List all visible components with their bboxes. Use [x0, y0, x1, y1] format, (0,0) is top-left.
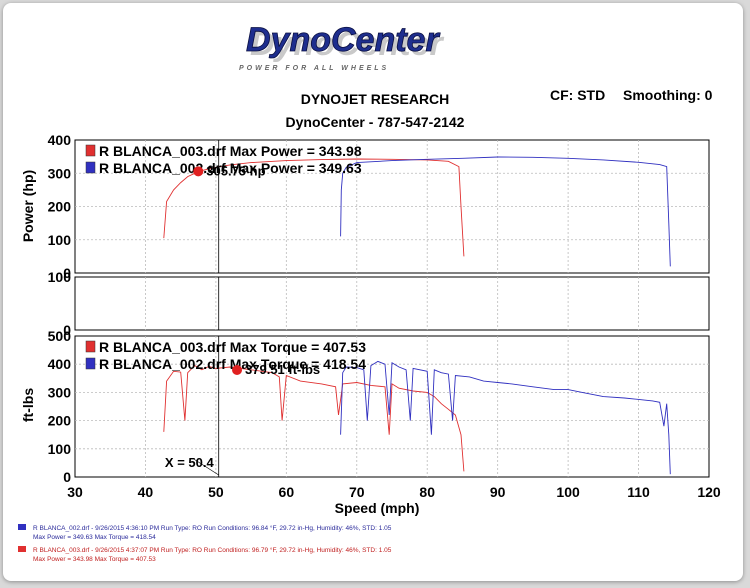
series-line-power — [340, 156, 671, 267]
panel-middle: 0 100 — [48, 269, 710, 338]
legend-label: R BLANCA_003.drf Max Power = 343.98 — [99, 143, 362, 159]
footer-marker-1 — [18, 524, 26, 530]
x-tick-label: 90 — [490, 484, 506, 500]
y-tick-label-power: 200 — [48, 199, 72, 215]
panel-frame-torque — [74, 335, 710, 478]
logo: DynoCenter DynoCenter POWER FOR ALL WHEE… — [239, 21, 444, 72]
logo-text: DynoCenter — [246, 21, 440, 59]
y-tick-label-torque: 300 — [48, 384, 72, 400]
y-tick-label-torque: 200 — [48, 413, 72, 429]
x-tick-label: 50 — [208, 484, 224, 500]
x-tick-label: 60 — [279, 484, 295, 500]
dyno-chart: DynoCenter DynoCenter POWER FOR ALL WHEE… — [18, 21, 721, 563]
y-tick-label-power: 400 — [48, 132, 72, 148]
panel-power: 0 100 200 300 400 R BLANCA_003.drf Max Power … — [48, 132, 710, 281]
x-tick-label: 40 — [138, 484, 154, 500]
x-tick-label: 110 — [627, 484, 650, 500]
panel-torque: 0 100 200 300 400 500 R BLANCA_003.drf Max Tor… — [48, 328, 710, 485]
annotation-label-torque: 379.51 ft-lbs — [245, 362, 320, 377]
power-axis-title: Power (hp) — [20, 170, 36, 242]
legend-label: R BLANCA_003.drf Max Torque = 407.53 — [99, 339, 366, 355]
footer-run1-line2: Max Power = 349.63 Max Torque = 418.54 — [33, 534, 156, 541]
footer-marker-2 — [18, 546, 26, 552]
annotation-dot-torque — [232, 364, 243, 375]
y-tick-label-torque: 400 — [48, 356, 72, 372]
y-tick-label-power: 0 — [63, 265, 71, 281]
x-tick-label: 100 — [556, 484, 580, 500]
footer-run2-line2: Max Power = 343.98 Max Torque = 407.53 — [33, 556, 156, 563]
logo-tagline: POWER FOR ALL WHEELS — [239, 65, 389, 72]
legend-swatch — [85, 144, 96, 157]
y-tick-label-power: 300 — [48, 165, 72, 181]
cursor-pointer — [193, 458, 219, 476]
y-tick-label-torque: 0 — [63, 469, 71, 485]
annotation-dot-power — [193, 166, 204, 177]
x-tick-label: 70 — [349, 484, 365, 500]
series-line-torque — [163, 365, 465, 472]
legend-label: R BLANCA_002.drf Max Torque = 418.54 — [99, 356, 366, 372]
series-line-torque — [340, 360, 671, 475]
header-line1: DYNOJET RESEARCH — [301, 91, 450, 107]
legend-swatch — [85, 161, 96, 174]
footer-run1-line1: R BLANCA_002.drf - 9/26/2015 4:36:10 PM … — [33, 524, 392, 532]
annotation-label-power: 305.75 hp — [206, 163, 265, 178]
y-tick-label-middle: 0 — [63, 322, 71, 338]
x-axis-title: Speed (mph) — [335, 500, 420, 516]
y-tick-label-torque: 100 — [48, 441, 72, 457]
legend-label: R BLANCA_002.drf Max Power = 349.63 — [99, 160, 362, 176]
cursor-label: X = 50.4 — [165, 455, 215, 470]
panel-frame-middle — [74, 276, 710, 331]
footer: R BLANCA_002.drf - 9/26/2015 4:36:10 PM … — [18, 524, 392, 563]
series-line-power — [163, 158, 465, 257]
y-tick-label-middle: 100 — [48, 269, 72, 285]
cf-label: CF: STD — [550, 87, 605, 103]
x-tick-label: 30 — [67, 484, 83, 500]
dyno-report: DynoCenter DynoCenter POWER FOR ALL WHEE… — [3, 3, 743, 581]
y-tick-label-power: 100 — [48, 232, 72, 248]
legend-swatch — [85, 357, 96, 370]
y-tick-label-torque: 500 — [48, 328, 72, 344]
torque-axis-title: ft-lbs — [20, 388, 36, 422]
legend-swatch — [85, 340, 96, 353]
x-tick-label: 80 — [419, 484, 435, 500]
x-tick-label: 120 — [697, 484, 721, 500]
smoothing-label: Smoothing: 0 — [623, 87, 713, 103]
header-line2: DynoCenter - 787-547-2142 — [286, 114, 465, 130]
footer-run2-line1: R BLANCA_003.drf - 9/26/2015 4:37:07 PM … — [33, 546, 392, 554]
logo-shadow: DynoCenter — [250, 25, 444, 63]
